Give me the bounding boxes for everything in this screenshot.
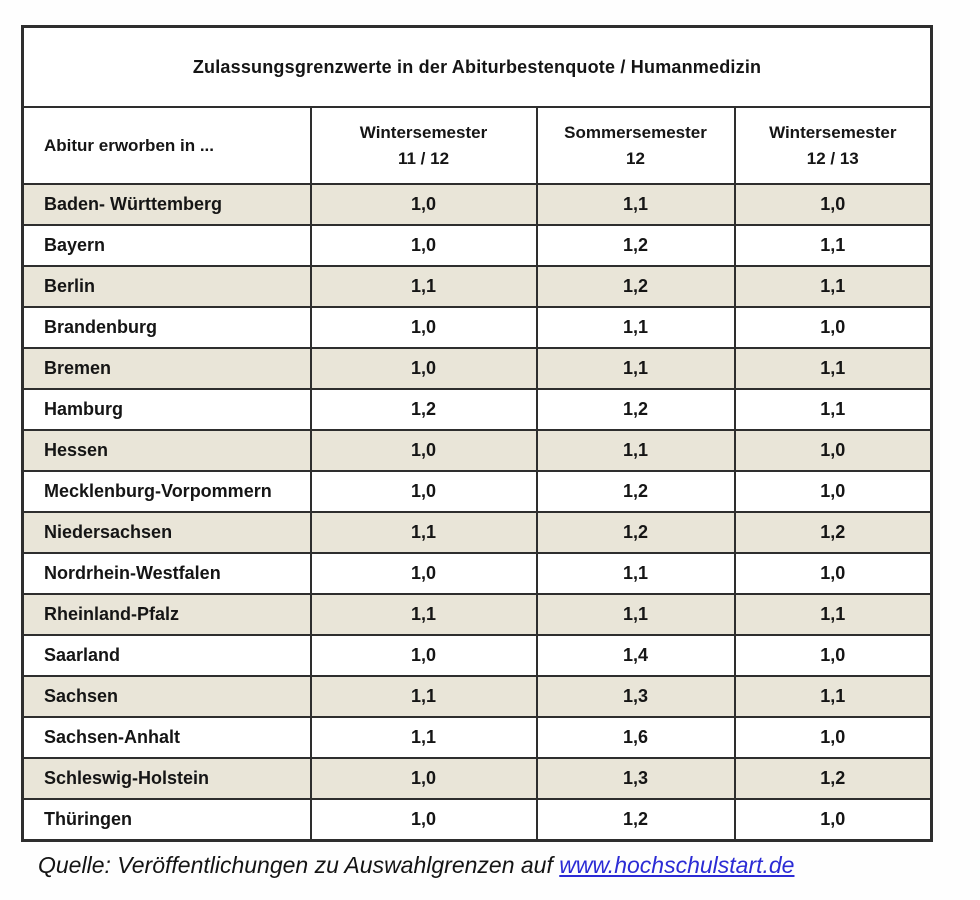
state-cell: Baden- Württemberg <box>21 183 312 226</box>
value-cell: 1,1 <box>733 224 933 267</box>
value-cell: 1,0 <box>309 470 538 513</box>
value-cell: 1,0 <box>733 798 933 842</box>
state-cell: Mecklenburg-Vorpommern <box>21 470 312 513</box>
value-cell: 1,0 <box>733 306 933 349</box>
column-header-ss12-line2: 12 <box>626 148 645 168</box>
value-cell: 1,0 <box>309 757 538 800</box>
state-cell: Berlin <box>21 265 312 308</box>
value-cell: 1,1 <box>535 183 736 226</box>
table-row-nordrhein-westfalen: Nordrhein-Westfalen 1,0 1,1 1,0 <box>21 552 933 595</box>
table-title: Zulassungsgrenzwerte in der Abiturbesten… <box>21 25 933 108</box>
value-cell: 1,2 <box>535 798 736 842</box>
source-note: Quelle: Veröffentlichungen zu Auswahlgre… <box>38 852 794 879</box>
state-cell: Brandenburg <box>21 306 312 349</box>
value-cell: 1,0 <box>309 798 538 842</box>
state-cell: Nordrhein-Westfalen <box>21 552 312 595</box>
value-cell: 1,1 <box>309 675 538 718</box>
state-cell: Rheinland-Pfalz <box>21 593 312 636</box>
value-cell: 1,1 <box>309 593 538 636</box>
value-cell: 1,0 <box>309 224 538 267</box>
column-header-ss12-line1: Sommersemester <box>564 123 707 142</box>
column-header-wintersemester-12-13: Wintersemester 12 / 13 <box>733 106 933 185</box>
value-cell: 1,0 <box>733 634 933 677</box>
value-cell: 1,1 <box>733 388 933 431</box>
value-cell: 1,1 <box>733 347 933 390</box>
value-cell: 1,1 <box>309 716 538 759</box>
state-cell: Hessen <box>21 429 312 472</box>
table-row-sachsen-anhalt: Sachsen-Anhalt 1,1 1,6 1,0 <box>21 716 933 759</box>
value-cell: 1,0 <box>733 716 933 759</box>
value-cell: 1,2 <box>733 511 933 554</box>
state-cell: Sachsen <box>21 675 312 718</box>
value-cell: 1,0 <box>733 552 933 595</box>
table-row-niedersachsen: Niedersachsen 1,1 1,2 1,2 <box>21 511 933 554</box>
column-header-state: Abitur erworben in ... <box>21 106 312 185</box>
value-cell: 1,0 <box>309 183 538 226</box>
table-row-berlin: Berlin 1,1 1,2 1,1 <box>21 265 933 308</box>
table-title-row: Zulassungsgrenzwerte in der Abiturbesten… <box>21 25 933 108</box>
value-cell: 1,1 <box>733 265 933 308</box>
value-cell: 1,0 <box>733 429 933 472</box>
value-cell: 1,0 <box>733 183 933 226</box>
value-cell: 1,1 <box>309 511 538 554</box>
value-cell: 1,6 <box>535 716 736 759</box>
state-cell: Saarland <box>21 634 312 677</box>
state-cell: Bremen <box>21 347 312 390</box>
value-cell: 1,2 <box>733 757 933 800</box>
table-row-bremen: Bremen 1,0 1,1 1,1 <box>21 347 933 390</box>
value-cell: 1,2 <box>535 511 736 554</box>
value-cell: 1,2 <box>309 388 538 431</box>
state-cell: Hamburg <box>21 388 312 431</box>
state-cell: Niedersachsen <box>21 511 312 554</box>
table-row-schleswig-holstein: Schleswig-Holstein 1,0 1,3 1,2 <box>21 757 933 800</box>
column-header-wintersemester-11-12: Wintersemester 11 / 12 <box>309 106 538 185</box>
column-header-row: Abitur erworben in ... Wintersemester 11… <box>21 106 933 185</box>
value-cell: 1,0 <box>309 634 538 677</box>
value-cell: 1,1 <box>535 593 736 636</box>
value-cell: 1,2 <box>535 470 736 513</box>
value-cell: 1,3 <box>535 757 736 800</box>
grenzwerte-table: Zulassungsgrenzwerte in der Abiturbesten… <box>21 25 934 842</box>
table-row-hessen: Hessen 1,0 1,1 1,0 <box>21 429 933 472</box>
state-cell: Sachsen-Anhalt <box>21 716 312 759</box>
value-cell: 1,0 <box>309 552 538 595</box>
column-header-ws1112-line2: 11 / 12 <box>397 148 450 168</box>
source-link[interactable]: www.hochschulstart.de <box>559 852 795 878</box>
state-cell: Bayern <box>21 224 312 267</box>
value-cell: 1,0 <box>309 347 538 390</box>
source-text: Quelle: Veröffentlichungen zu Auswahlgre… <box>38 852 553 878</box>
value-cell: 1,3 <box>535 675 736 718</box>
value-cell: 1,0 <box>733 470 933 513</box>
value-cell: 1,0 <box>309 306 538 349</box>
value-cell: 1,4 <box>535 634 736 677</box>
value-cell: 1,1 <box>733 675 933 718</box>
table-row-hamburg: Hamburg 1,2 1,2 1,1 <box>21 388 933 431</box>
column-header-ws1213-line1: Wintersemester <box>769 123 897 142</box>
table-row-saarland: Saarland 1,0 1,4 1,0 <box>21 634 933 677</box>
value-cell: 1,1 <box>309 265 538 308</box>
value-cell: 1,1 <box>535 429 736 472</box>
state-cell: Schleswig-Holstein <box>21 757 312 800</box>
state-cell: Thüringen <box>21 798 312 842</box>
column-header-ws1112-line1: Wintersemester <box>359 123 488 142</box>
value-cell: 1,2 <box>535 388 736 431</box>
value-cell: 1,2 <box>535 224 736 267</box>
table-row-baden-wuerttemberg: Baden- Württemberg 1,0 1,1 1,0 <box>21 183 933 226</box>
table-row-brandenburg: Brandenburg 1,0 1,1 1,0 <box>21 306 933 349</box>
value-cell: 1,2 <box>535 265 736 308</box>
value-cell: 1,1 <box>535 347 736 390</box>
value-cell: 1,1 <box>733 593 933 636</box>
table-row-rheinland-pfalz: Rheinland-Pfalz 1,1 1,1 1,1 <box>21 593 933 636</box>
value-cell: 1,0 <box>309 429 538 472</box>
value-cell: 1,1 <box>535 306 736 349</box>
value-cell: 1,1 <box>535 552 736 595</box>
table-row-sachsen: Sachsen 1,1 1,3 1,1 <box>21 675 933 718</box>
column-header-sommersemester-12: Sommersemester 12 <box>535 106 736 185</box>
admission-thresholds-table: Zulassungsgrenzwerte in der Abiturbesten… <box>21 25 934 842</box>
table-row-thueringen: Thüringen 1,0 1,2 1,0 <box>21 798 933 842</box>
table-row-mecklenburg-vorpommern: Mecklenburg-Vorpommern 1,0 1,2 1,0 <box>21 470 933 513</box>
table-row-bayern: Bayern 1,0 1,2 1,1 <box>21 224 933 267</box>
column-header-ws1213-line2: 12 / 13 <box>806 148 859 168</box>
